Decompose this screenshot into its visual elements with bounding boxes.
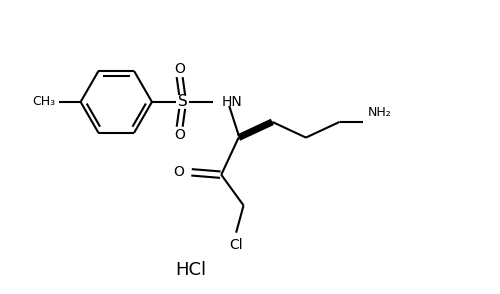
Text: NH₂: NH₂ <box>368 106 392 119</box>
Text: Cl: Cl <box>230 238 243 252</box>
Text: S: S <box>178 94 188 109</box>
Text: HCl: HCl <box>175 261 206 279</box>
Text: HN: HN <box>222 95 242 109</box>
Text: O: O <box>174 128 186 142</box>
Text: CH₃: CH₃ <box>32 96 56 108</box>
Text: O: O <box>174 165 184 179</box>
Text: O: O <box>174 62 186 76</box>
